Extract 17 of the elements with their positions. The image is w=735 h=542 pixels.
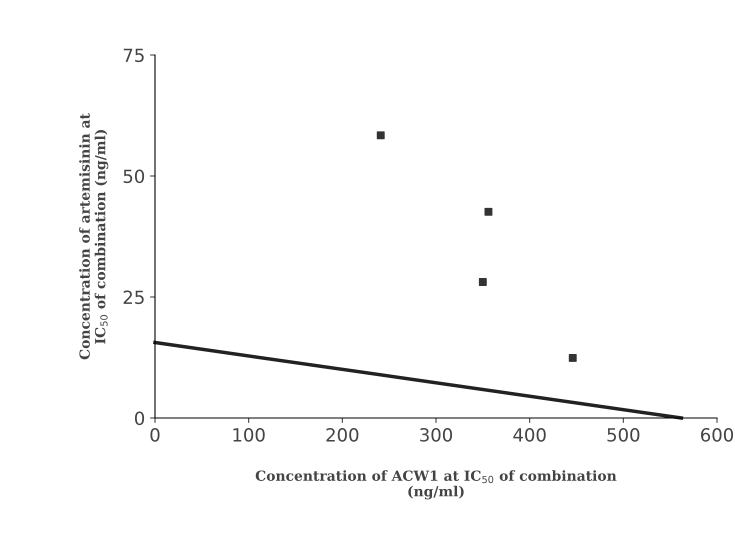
y-tick-label: 25 bbox=[124, 290, 144, 304]
x-tick-label: 400 bbox=[513, 428, 546, 442]
x-tick-label: 100 bbox=[233, 428, 265, 442]
x-tick-label: 200 bbox=[326, 428, 358, 442]
y-axis-title: Concentration of artemisinin at IC$_{50}$ of combination (ng/ml) bbox=[79, 113, 108, 360]
text: Concentration of ACW1 at IC$_{50}$ of combination (ng/ml) bbox=[256, 470, 616, 500]
y-tick-label: 0 bbox=[134, 411, 144, 426]
point bbox=[376, 131, 385, 140]
point bbox=[568, 354, 577, 362]
x-tick-label: 0 bbox=[150, 428, 160, 442]
point bbox=[478, 278, 487, 286]
y-tick-label: 50 bbox=[124, 169, 144, 184]
y-tick-label: 75 bbox=[124, 48, 144, 62]
x-tick-label: 300 bbox=[420, 428, 452, 442]
x-tick-label: 600 bbox=[701, 428, 734, 442]
x-tick-label: 500 bbox=[607, 428, 640, 442]
point bbox=[484, 208, 492, 216]
